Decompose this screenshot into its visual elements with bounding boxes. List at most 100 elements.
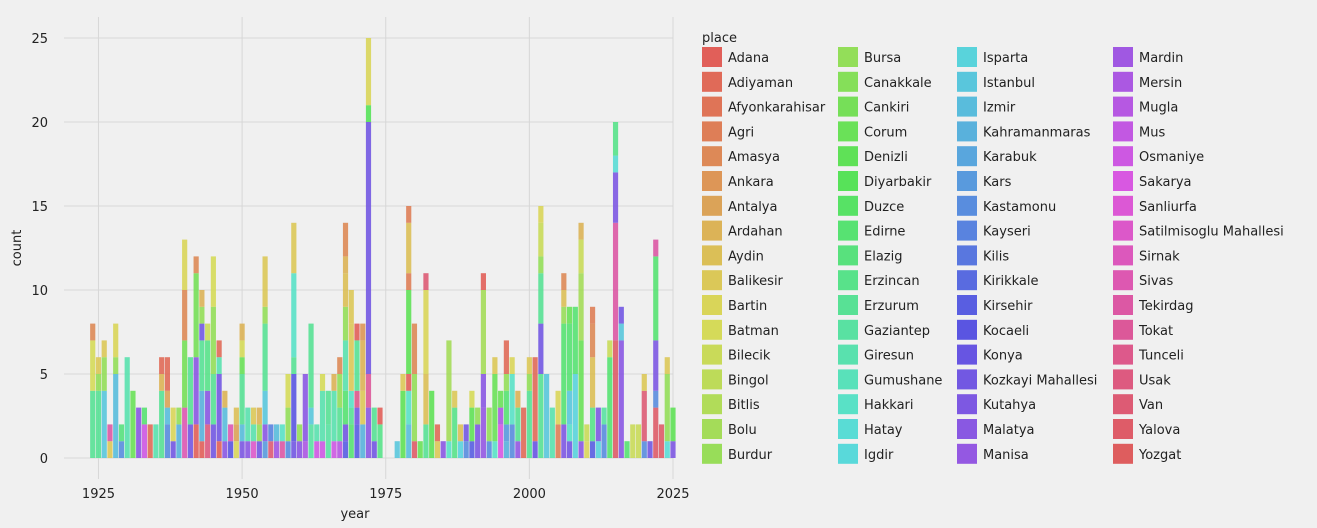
legend-swatch bbox=[957, 295, 977, 315]
legend-entry-label: Adiyaman bbox=[728, 76, 793, 91]
bar-segment bbox=[578, 441, 584, 458]
bar-segment bbox=[653, 390, 659, 408]
legend-entry-label: Bitlis bbox=[728, 398, 760, 413]
legend-entry-label: Bursa bbox=[864, 51, 901, 66]
y-tick-label: 25 bbox=[31, 32, 48, 47]
x-tick-label: 1975 bbox=[369, 487, 402, 502]
bar-segment bbox=[107, 441, 113, 458]
legend-entry-label: Hatay bbox=[864, 423, 903, 438]
legend-entry-label: Satilmisoglu Mahallesi bbox=[1139, 225, 1284, 240]
legend-swatch bbox=[838, 443, 858, 464]
bar-segment bbox=[296, 441, 303, 458]
bar-segment bbox=[262, 441, 268, 458]
legend-swatch bbox=[702, 295, 722, 315]
legend-swatch bbox=[957, 419, 977, 439]
bar-segment bbox=[601, 424, 607, 458]
bar-segment bbox=[176, 407, 182, 425]
legend-entry-label: Konya bbox=[983, 349, 1023, 364]
bar-segment bbox=[164, 390, 170, 408]
bar-segment bbox=[216, 357, 222, 374]
legend-swatch bbox=[838, 71, 858, 92]
x-tick-label: 2025 bbox=[656, 487, 689, 502]
bar-segment bbox=[308, 323, 314, 408]
bar-segment bbox=[664, 357, 670, 374]
legend-swatch bbox=[702, 369, 722, 390]
legend-entry-label: Bolu bbox=[728, 423, 757, 438]
bar-segment bbox=[291, 357, 297, 374]
legend-swatch bbox=[838, 369, 858, 390]
bar-segment bbox=[630, 424, 636, 458]
legend-entry-label: Usak bbox=[1139, 373, 1171, 388]
bar-segment bbox=[595, 407, 601, 442]
bar-segment bbox=[107, 424, 113, 442]
bar-segment bbox=[222, 390, 228, 408]
bar-segment bbox=[262, 306, 268, 324]
bar-segment bbox=[95, 357, 102, 374]
bar-segment bbox=[222, 441, 228, 458]
bar-segment bbox=[342, 390, 349, 425]
bar-segment bbox=[664, 374, 670, 442]
bar-segment bbox=[354, 390, 360, 408]
bar-segment bbox=[509, 374, 515, 425]
legend-swatch bbox=[1113, 96, 1133, 117]
y-tick-label: 5 bbox=[40, 368, 48, 383]
bar-segment bbox=[118, 441, 125, 458]
bar-segment bbox=[624, 441, 630, 458]
legend-swatch bbox=[702, 419, 722, 439]
bar-segment bbox=[342, 222, 349, 257]
bar-segment bbox=[555, 424, 561, 458]
bar-segment bbox=[561, 306, 567, 324]
legend-entry-label: Hakkari bbox=[864, 398, 914, 413]
bar-segment bbox=[440, 441, 446, 458]
legend-entry-label: Tekirdag bbox=[1138, 299, 1193, 314]
legend-swatch bbox=[957, 71, 977, 92]
legend-entry-label: Osmaniye bbox=[1139, 150, 1204, 165]
bar-segment bbox=[526, 390, 532, 458]
bar-segment bbox=[285, 407, 291, 442]
legend-entry-label: Kirsehir bbox=[983, 299, 1033, 314]
bar-segment bbox=[521, 407, 527, 458]
legend-entry-label: Ankara bbox=[728, 175, 774, 190]
bar-segment bbox=[342, 340, 349, 391]
bar-segment bbox=[90, 390, 96, 458]
bar-segment bbox=[262, 424, 268, 442]
bar-segment bbox=[394, 441, 400, 458]
bar-segment bbox=[480, 273, 486, 290]
legend-swatch bbox=[838, 146, 858, 167]
legend-entry-label: Yozgat bbox=[1138, 448, 1181, 463]
legend-swatch bbox=[957, 195, 977, 216]
bar-segment bbox=[210, 306, 216, 374]
legend-swatch bbox=[957, 47, 977, 67]
bar-segment bbox=[452, 390, 458, 408]
bar-segment bbox=[360, 323, 366, 341]
bar-segment bbox=[515, 441, 521, 458]
bar-segment bbox=[176, 424, 182, 458]
bar-segment bbox=[136, 407, 142, 458]
bar-segment bbox=[515, 407, 521, 442]
bar-segment bbox=[205, 424, 211, 458]
bar-segment bbox=[337, 357, 343, 374]
legend-entry-label: Mugla bbox=[1139, 101, 1178, 116]
bar-segment bbox=[371, 407, 377, 442]
legend-swatch bbox=[957, 443, 977, 464]
bar-segment bbox=[354, 424, 360, 458]
bar-segment bbox=[584, 441, 590, 458]
bar-segment bbox=[210, 424, 216, 458]
bar-segment bbox=[124, 357, 130, 458]
bar-segment bbox=[245, 441, 251, 458]
legend-swatch bbox=[1113, 121, 1133, 142]
bar-segment bbox=[377, 424, 383, 458]
legend-swatch bbox=[702, 443, 722, 464]
bar-segment bbox=[113, 323, 119, 358]
bar-segment bbox=[509, 357, 515, 374]
bar-segment bbox=[446, 441, 452, 458]
legend-entry-label: Edirne bbox=[864, 225, 905, 240]
bar-segment bbox=[256, 441, 262, 458]
legend-entry-label: Aydin bbox=[728, 249, 764, 264]
bar-segment bbox=[348, 290, 354, 324]
legend-swatch bbox=[1113, 171, 1133, 191]
bar-segment bbox=[205, 323, 211, 341]
legend-entry-label: Batman bbox=[728, 324, 779, 339]
legend-entry-label: Cankiri bbox=[864, 101, 909, 116]
legend-entry-label: Van bbox=[1139, 398, 1163, 413]
